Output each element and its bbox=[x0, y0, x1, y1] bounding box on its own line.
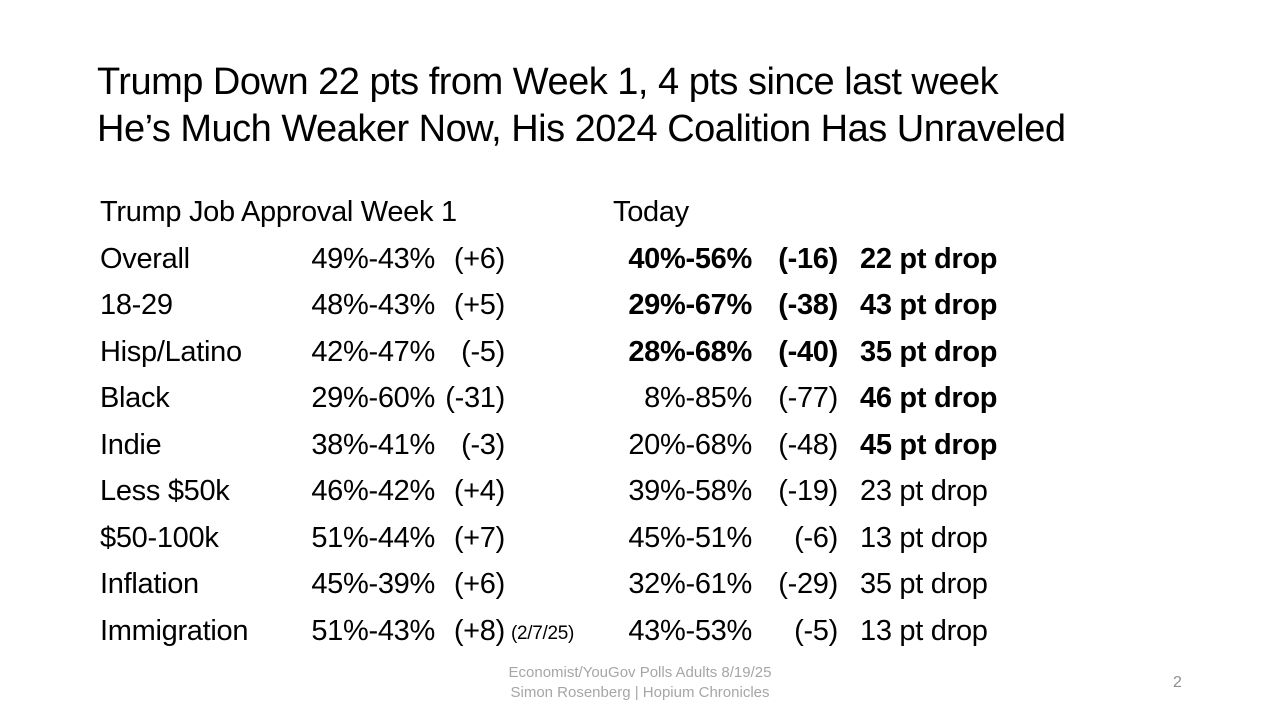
today-net: (-5) bbox=[794, 614, 838, 647]
week1-note: (2/7/25) bbox=[511, 622, 575, 644]
column-header-today: Today bbox=[613, 196, 689, 228]
week1-note bbox=[505, 425, 593, 472]
week1-net: (+6) bbox=[453, 242, 505, 275]
today-approval: 20%-68% bbox=[628, 428, 752, 461]
row-label: Black bbox=[100, 382, 170, 414]
today-net: (-6) bbox=[794, 521, 838, 554]
row-label: Less $50k bbox=[100, 475, 230, 507]
week1-note bbox=[505, 239, 593, 286]
pt-drop: 35 pt drop bbox=[860, 335, 998, 368]
row-label: Hisp/Latino bbox=[100, 335, 242, 368]
slide-title-line1: Trump Down 22 pts from Week 1, 4 pts sin… bbox=[97, 61, 999, 103]
week1-approval: 51%-44% bbox=[311, 521, 435, 554]
today-approval: 28%-68% bbox=[628, 335, 752, 368]
slide-footer: Economist/YouGov Polls Adults 8/19/25 Si… bbox=[0, 663, 1280, 703]
slide-title: Trump Down 22 pts from Week 1, 4 pts sin… bbox=[97, 59, 1066, 153]
week1-note bbox=[505, 564, 593, 611]
today-net: (-16) bbox=[778, 242, 838, 275]
today-approval: 39%-58% bbox=[628, 475, 752, 507]
week1-net: (+8) bbox=[453, 614, 505, 647]
row-label: Indie bbox=[100, 428, 162, 461]
pt-drop: 13 pt drop bbox=[860, 614, 988, 647]
week1-net: (+6) bbox=[453, 568, 505, 600]
row-label: 18-29 bbox=[100, 289, 173, 321]
approval-table: Trump Job Approval Week 1 Today Overall 4… bbox=[100, 189, 997, 654]
week1-approval: 49%-43% bbox=[311, 242, 435, 275]
today-approval: 32%-61% bbox=[628, 568, 752, 600]
today-net: (-19) bbox=[778, 475, 838, 507]
week1-net: (+5) bbox=[453, 289, 505, 321]
page-number: 2 bbox=[1173, 674, 1182, 691]
footer-source-line: Economist/YouGov Polls Adults 8/19/25 bbox=[508, 664, 772, 681]
week1-note bbox=[505, 285, 593, 332]
pt-drop: 22 pt drop bbox=[860, 242, 998, 275]
pt-drop: 45 pt drop bbox=[860, 428, 998, 461]
week1-approval: 29%-60% bbox=[311, 382, 435, 414]
today-net: (-48) bbox=[778, 428, 838, 461]
week1-net: (+4) bbox=[453, 475, 505, 507]
week1-net: (+7) bbox=[453, 521, 505, 554]
week1-approval: 45%-39% bbox=[311, 568, 435, 600]
today-approval: 29%-67% bbox=[628, 289, 752, 321]
column-header-week1: Trump Job Approval Week 1 bbox=[100, 196, 457, 228]
pt-drop: 13 pt drop bbox=[860, 521, 988, 554]
pt-drop: 35 pt drop bbox=[860, 568, 988, 600]
week1-approval: 46%-42% bbox=[311, 475, 435, 507]
pt-drop: 23 pt drop bbox=[860, 475, 988, 507]
pt-drop: 43 pt drop bbox=[860, 289, 998, 321]
week1-net: (-5) bbox=[461, 335, 505, 368]
row-label: Overall bbox=[100, 242, 190, 275]
week1-note bbox=[505, 332, 593, 379]
week1-net: (-3) bbox=[461, 428, 505, 461]
slide-title-line2: He’s Much Weaker Now, His 2024 Coalition… bbox=[97, 108, 1066, 150]
footer-author-line: Simon Rosenberg | Hopium Chronicles bbox=[510, 684, 770, 701]
week1-approval: 48%-43% bbox=[311, 289, 435, 321]
today-approval: 45%-51% bbox=[628, 521, 752, 554]
today-net: (-29) bbox=[778, 568, 838, 600]
week1-note bbox=[505, 471, 593, 518]
week1-note bbox=[505, 518, 593, 565]
week1-approval: 38%-41% bbox=[311, 428, 435, 461]
today-net: (-40) bbox=[778, 335, 838, 368]
today-net: (-38) bbox=[778, 289, 838, 321]
pt-drop: 46 pt drop bbox=[860, 382, 998, 414]
week1-note bbox=[505, 378, 593, 425]
row-label: Immigration bbox=[100, 614, 249, 647]
week1-approval: 51%-43% bbox=[311, 614, 435, 647]
week1-net: (-31) bbox=[445, 382, 505, 414]
today-approval: 8%-85% bbox=[644, 382, 752, 414]
today-approval: 43%-53% bbox=[628, 614, 752, 647]
today-approval: 40%-56% bbox=[628, 242, 752, 275]
today-net: (-77) bbox=[778, 382, 838, 414]
week1-approval: 42%-47% bbox=[311, 335, 435, 368]
row-label: $50-100k bbox=[100, 521, 219, 554]
row-label: Inflation bbox=[100, 568, 199, 600]
